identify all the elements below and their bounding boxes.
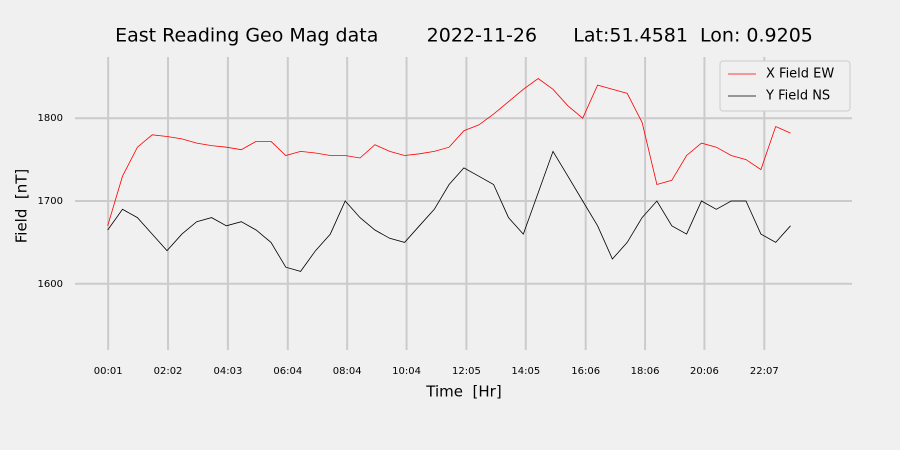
legend-label: X Field EW bbox=[766, 67, 834, 82]
y-axis-label: Field [nT] bbox=[13, 169, 31, 244]
legend-box bbox=[719, 60, 851, 112]
x-tick-label: 16:06 bbox=[571, 366, 600, 377]
x-tick-label: 06:04 bbox=[273, 366, 302, 377]
y-tick-label: 1700 bbox=[38, 196, 63, 207]
x-tick-label: 10:04 bbox=[392, 366, 421, 377]
y-tick-label: 1800 bbox=[38, 113, 63, 124]
x-tick-label: 04:03 bbox=[213, 366, 242, 377]
x-tick-label: 08:04 bbox=[333, 366, 362, 377]
y-tick-label: 1600 bbox=[38, 279, 63, 290]
data-line bbox=[107, 150, 791, 272]
x-tick-label: 12:05 bbox=[452, 366, 481, 377]
x-tick-label: 20:06 bbox=[690, 366, 719, 377]
x-axis-label: Time [Hr] bbox=[425, 383, 501, 401]
chart-title: East Reading Geo Mag data 2022-11-26 Lat… bbox=[115, 25, 813, 47]
x-tick-label: 22:07 bbox=[750, 366, 779, 377]
x-tick-label: 14:05 bbox=[511, 366, 540, 377]
x-tick-label: 18:06 bbox=[631, 366, 660, 377]
x-tick-label: 00:01 bbox=[94, 366, 123, 377]
x-tick-label: 02:02 bbox=[154, 366, 183, 377]
legend-label: Y Field NS bbox=[765, 89, 830, 104]
data-line bbox=[107, 78, 791, 226]
